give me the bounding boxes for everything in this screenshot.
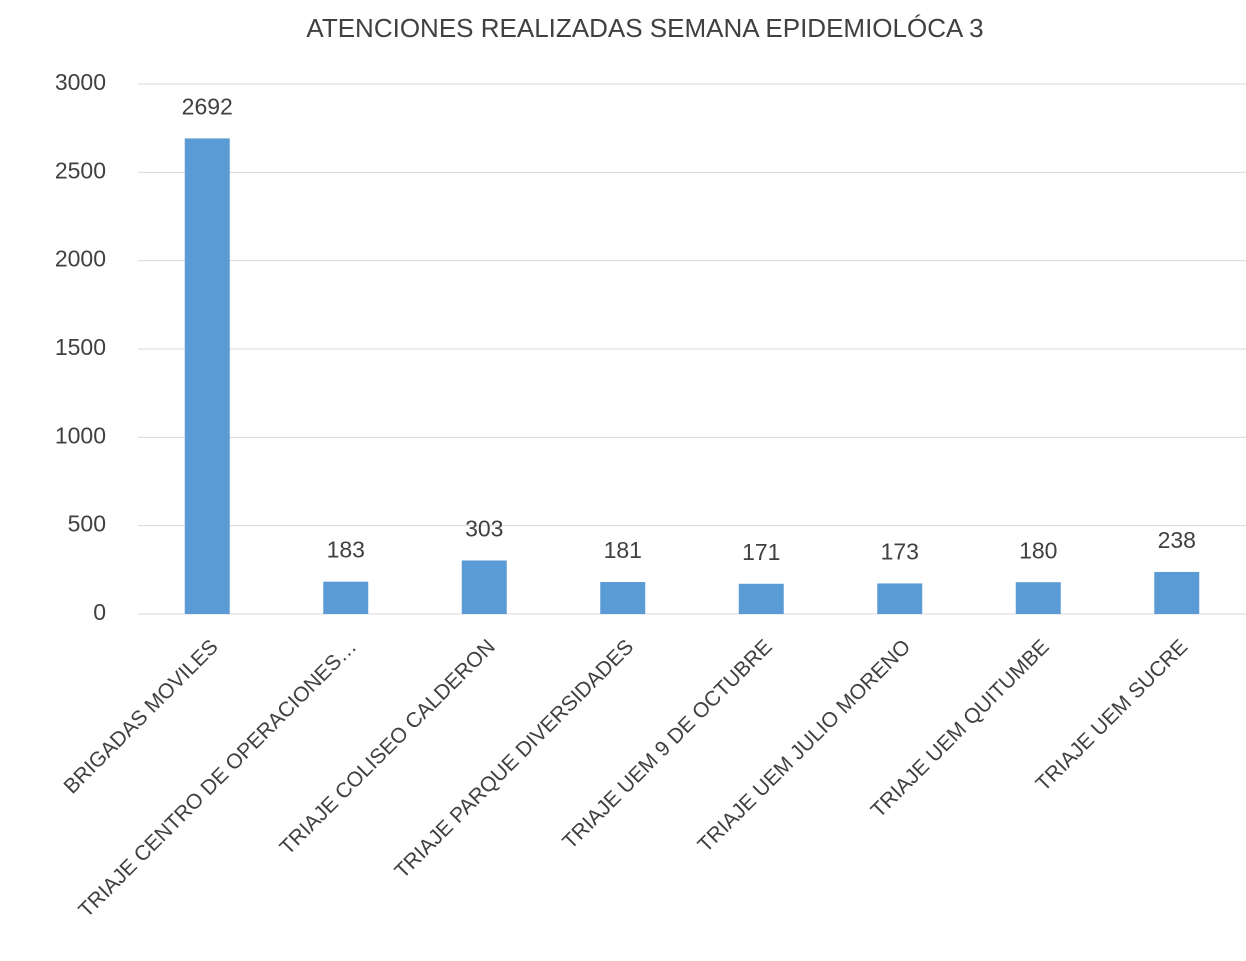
x-tick-label: TRIAJE PARQUE DIVERSIDADES: [390, 635, 638, 883]
y-tick-label: 2000: [55, 246, 106, 272]
data-label: 173: [881, 539, 919, 565]
data-label: 171: [742, 539, 780, 565]
data-label: 238: [1158, 527, 1196, 553]
chart-title: ATENCIONES REALIZADAS SEMANA EPIDEMIOLÓC…: [306, 13, 983, 43]
data-label: 183: [327, 537, 365, 563]
bar: [1154, 571, 1200, 614]
y-tick-label: 0: [93, 599, 106, 625]
bar: [738, 583, 784, 614]
y-tick-label: 2500: [55, 157, 106, 183]
x-tick-label: BRIGADAS MOVILES: [60, 635, 223, 798]
bar: [323, 581, 369, 614]
bar: [1015, 582, 1061, 614]
x-tick-label: TRIAJE CENTRO DE OPERACIONES…: [74, 635, 361, 922]
data-label: 180: [1019, 537, 1057, 563]
data-label: 2692: [182, 93, 233, 119]
data-label: 303: [465, 516, 503, 542]
y-tick-label: 1500: [55, 334, 106, 360]
bar: [461, 560, 507, 614]
y-tick-label: 1000: [55, 422, 106, 448]
bar: [600, 582, 646, 614]
y-tick-label: 500: [68, 511, 106, 537]
y-tick-label: 3000: [55, 69, 106, 95]
data-label: 181: [604, 537, 642, 563]
x-tick-label: TRIAJE UEM SUCRE: [1032, 635, 1193, 796]
bar: [877, 583, 923, 614]
bar: [184, 138, 230, 614]
x-tick-label: TRIAJE COLISEO CALDERON: [276, 635, 500, 859]
